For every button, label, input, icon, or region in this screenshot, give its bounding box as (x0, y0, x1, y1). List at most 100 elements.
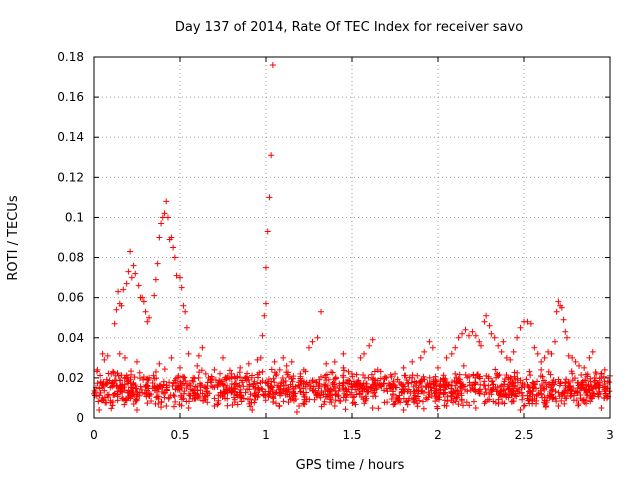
data-point (257, 354, 264, 361)
data-point (437, 377, 444, 384)
data-point (269, 62, 276, 69)
data-point (207, 377, 214, 384)
data-point (263, 264, 269, 271)
data-point (328, 369, 335, 376)
data-point (211, 395, 218, 402)
data-point (351, 382, 358, 389)
data-point (202, 383, 209, 390)
data-point (593, 385, 600, 392)
data-point (118, 372, 125, 379)
data-point (99, 350, 106, 357)
data-point (541, 386, 548, 393)
data-point (368, 383, 375, 390)
data-point (414, 403, 421, 410)
data-point (220, 354, 226, 361)
data-point (341, 390, 348, 397)
data-point (469, 328, 476, 335)
data-point (504, 383, 511, 390)
data-point (398, 389, 405, 396)
data-point (606, 379, 613, 386)
data-point (323, 377, 330, 384)
data-point (202, 370, 209, 377)
data-point (259, 332, 266, 339)
data-point (470, 398, 477, 405)
data-point (457, 384, 464, 391)
data-point (462, 386, 469, 393)
data-point (586, 354, 593, 361)
data-point (397, 399, 404, 406)
data-point (369, 336, 376, 343)
data-point (458, 397, 465, 404)
data-point (404, 401, 411, 408)
data-point (285, 384, 292, 391)
data-point (546, 394, 553, 401)
data-point (202, 393, 209, 400)
data-point (414, 372, 421, 379)
x-tick-label: 2 (434, 428, 442, 442)
data-point (327, 396, 334, 403)
data-point (537, 384, 544, 391)
data-point (508, 398, 515, 405)
data-point (450, 388, 457, 395)
data-point (551, 338, 558, 345)
data-point (433, 385, 440, 392)
data-point (251, 392, 258, 399)
data-point (290, 392, 297, 399)
data-point (411, 395, 418, 402)
data-point (276, 366, 283, 373)
data-point (527, 320, 534, 327)
data-point (234, 374, 241, 381)
data-point (151, 383, 158, 390)
data-point (534, 378, 541, 385)
data-point (119, 395, 126, 402)
data-point (574, 389, 581, 396)
data-point (261, 312, 268, 319)
data-point (560, 389, 567, 396)
data-point (163, 198, 170, 205)
data-point (586, 387, 593, 394)
data-point (240, 383, 247, 390)
data-point (265, 391, 272, 398)
data-point (389, 384, 396, 391)
data-point (432, 398, 439, 405)
data-point (272, 372, 279, 379)
data-point (200, 397, 207, 404)
data-point (113, 306, 120, 313)
data-point (303, 389, 310, 396)
data-point (332, 383, 339, 390)
data-point (134, 358, 140, 365)
data-point (547, 388, 554, 395)
data-point (180, 302, 187, 309)
data-point (211, 366, 218, 373)
data-point (107, 384, 114, 391)
data-point (349, 400, 356, 407)
data-point (340, 385, 347, 392)
data-point (455, 401, 462, 408)
data-point (290, 375, 297, 382)
data-point (523, 376, 530, 383)
data-point (489, 378, 496, 385)
data-point (485, 373, 492, 380)
data-point (388, 395, 395, 402)
data-point (316, 392, 323, 399)
data-point (166, 394, 173, 401)
data-point (127, 248, 134, 255)
data-point (279, 375, 286, 382)
data-point (158, 404, 165, 411)
data-point (278, 380, 285, 387)
data-point (503, 394, 510, 401)
data-point (348, 389, 355, 396)
data-point (443, 382, 450, 389)
data-point (159, 214, 166, 221)
data-point (410, 383, 417, 390)
data-point (130, 400, 137, 407)
data-point (492, 399, 499, 406)
data-point (189, 377, 196, 384)
data-point (488, 387, 495, 394)
y-tick-label: 0.04 (57, 331, 84, 345)
data-point (419, 398, 426, 405)
data-point (345, 377, 352, 384)
data-point (183, 385, 190, 392)
data-point (444, 393, 451, 400)
